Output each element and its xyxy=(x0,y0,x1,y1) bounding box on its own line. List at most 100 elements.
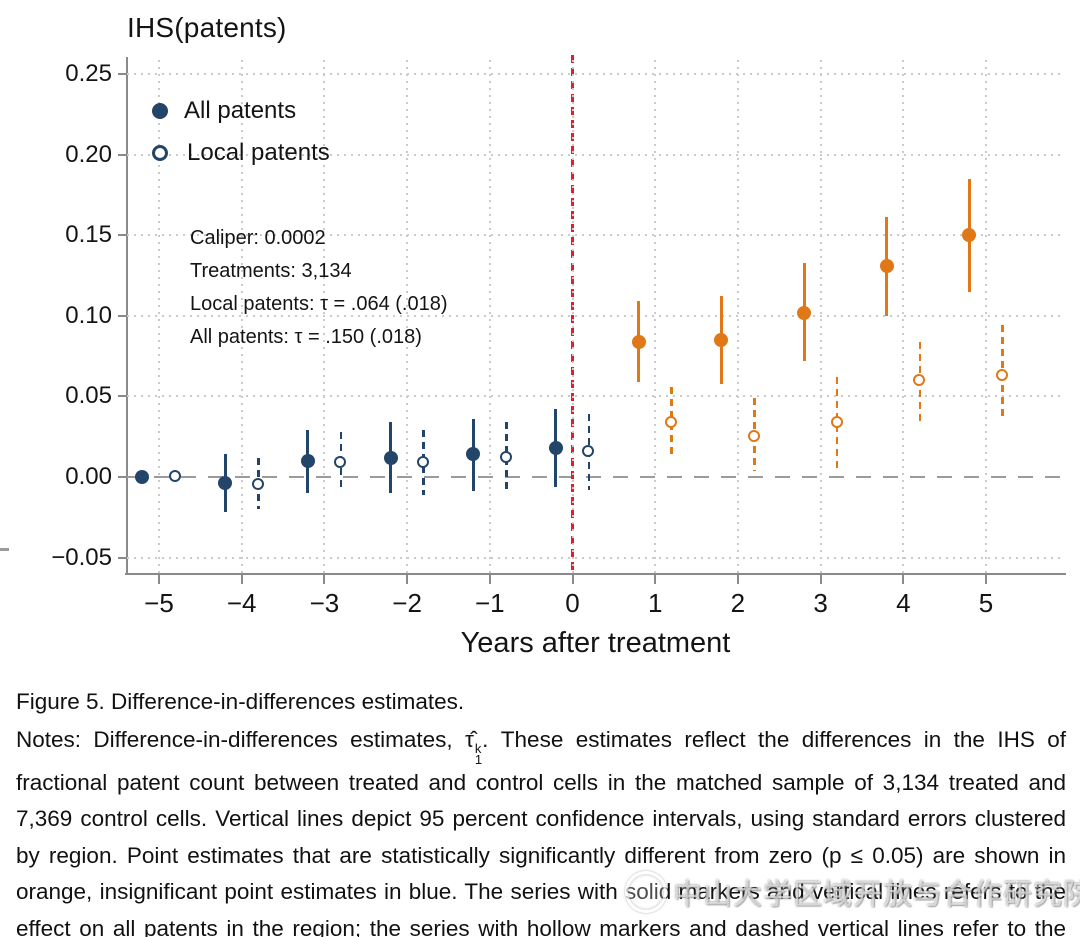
y-tick xyxy=(118,314,127,317)
caption-notes: Notes: Difference-in-differences estimat… xyxy=(16,722,1066,937)
chart-title: IHS(patents) xyxy=(127,12,287,43)
legend-item-local-patents: Local patents xyxy=(152,138,330,168)
x-tick-label: −5 xyxy=(144,588,174,618)
data-point xyxy=(747,430,760,443)
x-tick-label: −3 xyxy=(309,588,340,618)
data-point xyxy=(466,447,481,462)
data-point xyxy=(251,478,264,491)
h-gridline xyxy=(127,314,1064,317)
x-tick-label: 5 xyxy=(978,588,994,618)
data-point xyxy=(797,305,812,320)
legend: All patents Local patents xyxy=(152,96,330,168)
legend-item-all-patents: All patents xyxy=(152,96,330,126)
x-tick-label: 4 xyxy=(896,588,911,618)
x-tick-label: −1 xyxy=(474,588,505,618)
y-tick-label: 0.15 xyxy=(65,221,112,249)
zero-reference-line xyxy=(127,475,1064,479)
x-tick xyxy=(902,574,905,584)
data-point xyxy=(300,453,315,468)
solid-dot-icon xyxy=(152,103,168,119)
tau-hat-symbol: τ̂ k 1 xyxy=(465,726,483,767)
x-tick xyxy=(654,574,657,584)
y-tick-label: 0.25 xyxy=(65,60,112,87)
data-point xyxy=(499,451,512,464)
v-gridline xyxy=(240,60,243,574)
h-gridline xyxy=(127,153,1064,156)
y-tick-label: 0.10 xyxy=(65,301,112,329)
y-tick-label: 0.20 xyxy=(65,140,112,168)
x-tick xyxy=(985,574,987,584)
stats-annotation: Caliper: 0.0002 Treatments: 3,134 Local … xyxy=(190,222,448,354)
y-tick xyxy=(118,234,127,237)
data-point xyxy=(582,444,595,457)
y-tick xyxy=(118,556,127,559)
data-point xyxy=(334,455,347,468)
data-point xyxy=(417,455,430,468)
x-tick-label: 3 xyxy=(813,588,828,618)
annotation-caliper: Caliper: 0.0002 xyxy=(190,227,326,249)
y-tick-label: 0.00 xyxy=(65,463,112,490)
data-point xyxy=(879,258,894,273)
v-gridline xyxy=(654,60,657,574)
data-point xyxy=(714,332,729,347)
x-axis-title: Years after treatment xyxy=(460,627,731,659)
v-gridline xyxy=(736,60,739,574)
caption-figure-line: Figure 5. Difference-in-differences esti… xyxy=(16,689,465,714)
h-gridline xyxy=(127,73,1064,75)
caption-notes-body: . These estimates reflect the difference… xyxy=(16,726,1066,937)
v-gridline xyxy=(902,60,905,574)
v-gridline xyxy=(406,60,409,574)
x-tick xyxy=(736,574,739,584)
y-tick xyxy=(118,395,127,398)
data-point xyxy=(913,373,926,386)
y-tick xyxy=(118,73,127,75)
x-tick-label: 0 xyxy=(565,588,580,618)
data-point xyxy=(218,476,233,491)
data-point xyxy=(168,470,181,483)
data-point xyxy=(383,450,398,465)
v-gridline xyxy=(488,60,491,574)
h-gridline xyxy=(127,395,1064,398)
annotation-treatments: Treatments: 3,134 xyxy=(190,260,352,282)
v-gridline xyxy=(571,60,574,574)
annotation-all-tau: All patents: τ = .150 (.018) xyxy=(190,326,422,348)
figure-caption: Figure 5. Difference-in-differences esti… xyxy=(16,684,1066,937)
x-tick xyxy=(240,574,243,584)
x-tick xyxy=(406,574,409,584)
legend-label: Local patents xyxy=(187,139,330,166)
data-point xyxy=(631,334,646,349)
x-axis-line xyxy=(125,573,1066,575)
v-gridline xyxy=(985,60,987,574)
x-tick xyxy=(323,574,326,584)
x-tick-label: −2 xyxy=(392,588,422,618)
x-tick xyxy=(571,574,574,584)
x-tick-label: −4 xyxy=(226,588,257,618)
data-point xyxy=(135,470,150,484)
h-gridline xyxy=(127,234,1064,237)
v-gridline xyxy=(819,60,822,574)
x-tick xyxy=(158,574,160,584)
data-point xyxy=(830,415,843,428)
data-point xyxy=(665,415,678,428)
h-gridline xyxy=(127,556,1064,559)
legend-label: All patents xyxy=(184,97,297,124)
y-tick-label: 0.05 xyxy=(65,382,112,410)
v-gridline xyxy=(323,60,326,574)
x-tick xyxy=(819,574,822,584)
y-tick xyxy=(118,153,127,156)
x-tick xyxy=(488,574,491,584)
x-tick-label: 2 xyxy=(730,588,746,618)
y-tick-label: −0.05 xyxy=(51,543,112,571)
data-point xyxy=(962,228,977,243)
y-tick xyxy=(118,476,127,478)
caption-notes-prefix: Notes: Difference-in-differences estimat… xyxy=(16,726,466,752)
x-tick-label: 1 xyxy=(647,588,663,618)
hollow-dot-icon xyxy=(152,145,168,161)
v-gridline xyxy=(158,60,160,574)
annotation-local-tau: Local patents: τ = .064 (.018) xyxy=(190,293,448,315)
data-point xyxy=(995,368,1008,381)
data-point xyxy=(548,440,563,455)
edge-crop-artifact xyxy=(0,548,9,551)
